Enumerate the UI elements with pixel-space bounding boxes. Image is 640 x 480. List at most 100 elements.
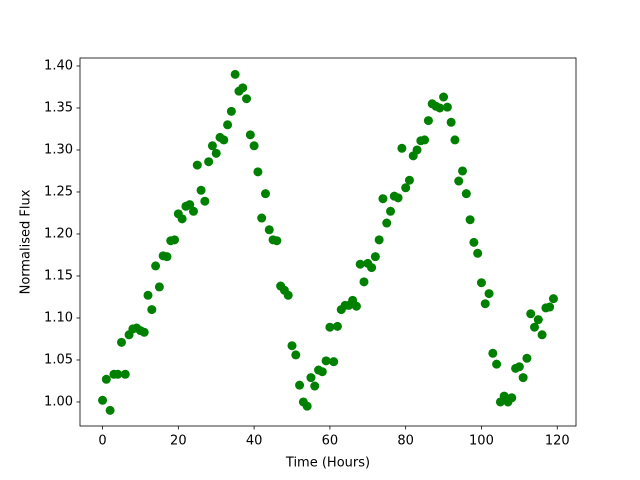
x-tick-label: 100 (469, 434, 494, 449)
point (469, 237, 479, 247)
point (439, 92, 449, 102)
point (325, 322, 335, 332)
point (98, 395, 108, 405)
point (484, 289, 494, 299)
point (170, 235, 180, 245)
point (147, 305, 157, 315)
point (548, 294, 558, 304)
point (329, 357, 339, 367)
point (533, 315, 543, 325)
point (420, 135, 430, 145)
point (101, 374, 111, 384)
point (526, 309, 536, 319)
point (192, 160, 202, 170)
point (200, 196, 210, 206)
point (476, 278, 486, 288)
x-tick-label: 0 (98, 434, 106, 449)
point (143, 290, 153, 300)
point (177, 214, 187, 224)
point (306, 373, 316, 383)
point (204, 157, 214, 167)
point (253, 167, 263, 177)
point (359, 277, 369, 287)
point (310, 381, 320, 391)
point (113, 369, 123, 379)
point (188, 206, 198, 216)
point (291, 350, 301, 360)
point (473, 248, 483, 258)
point (230, 69, 240, 79)
point (105, 405, 115, 415)
point (242, 94, 252, 104)
point (518, 373, 528, 383)
point (283, 290, 293, 300)
point (207, 141, 217, 151)
point (260, 189, 270, 199)
point (367, 263, 377, 273)
point (488, 348, 498, 358)
y-tick-label: 1.00 (44, 394, 73, 409)
y-tick-label: 1.05 (44, 352, 73, 367)
point (351, 301, 361, 311)
x-tick-label: 80 (397, 434, 414, 449)
point (530, 322, 540, 332)
point (412, 145, 422, 155)
point (355, 259, 365, 269)
point (514, 362, 524, 372)
point (401, 183, 411, 193)
y-tick-label: 1.25 (44, 184, 73, 199)
point (151, 261, 161, 271)
point (295, 380, 305, 390)
point (287, 341, 297, 351)
point (507, 393, 517, 403)
point (332, 321, 342, 331)
point (139, 327, 149, 337)
point (480, 299, 490, 309)
point (226, 106, 236, 116)
y-tick-label: 1.20 (44, 226, 73, 241)
point (393, 193, 403, 203)
point (450, 135, 460, 145)
point (162, 252, 172, 262)
point (465, 215, 475, 225)
x-axis-label: Time (Hours) (285, 456, 370, 471)
point (454, 176, 464, 186)
point (423, 116, 433, 126)
plot-area (80, 58, 576, 426)
point (249, 141, 259, 151)
point (185, 200, 195, 210)
point (442, 102, 452, 112)
point (196, 185, 206, 195)
x-tick-label: 60 (322, 434, 339, 449)
point (446, 117, 456, 127)
point (435, 103, 445, 113)
point (302, 401, 312, 411)
point (223, 120, 233, 130)
y-tick-label: 1.10 (44, 310, 73, 325)
y-tick-label: 1.40 (44, 58, 73, 73)
point (257, 213, 267, 223)
x-tick-label: 120 (545, 434, 570, 449)
point (219, 135, 229, 145)
point (317, 367, 327, 377)
point (154, 282, 164, 292)
point (211, 148, 221, 158)
y-tick-label: 1.15 (44, 268, 73, 283)
point (386, 206, 396, 216)
point (272, 236, 282, 246)
point (382, 218, 392, 228)
plot-frame (79, 57, 577, 427)
point (245, 130, 255, 140)
point (116, 337, 126, 347)
x-tick-label: 40 (246, 434, 263, 449)
point (537, 330, 547, 340)
point (397, 143, 407, 153)
point (238, 83, 248, 93)
point (522, 353, 532, 363)
point (492, 359, 502, 369)
point (370, 252, 380, 262)
point (458, 166, 468, 176)
point (545, 302, 555, 312)
y-tick-label: 1.30 (44, 142, 73, 157)
